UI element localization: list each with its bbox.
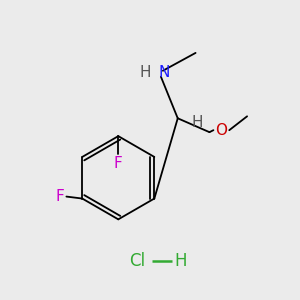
- Text: H: H: [140, 65, 151, 80]
- Text: H: H: [175, 252, 187, 270]
- Text: O: O: [215, 123, 227, 138]
- Text: F: F: [114, 156, 123, 171]
- Text: F: F: [56, 189, 64, 204]
- Text: N: N: [159, 65, 170, 80]
- Text: Cl: Cl: [129, 252, 145, 270]
- Text: H: H: [192, 115, 203, 130]
